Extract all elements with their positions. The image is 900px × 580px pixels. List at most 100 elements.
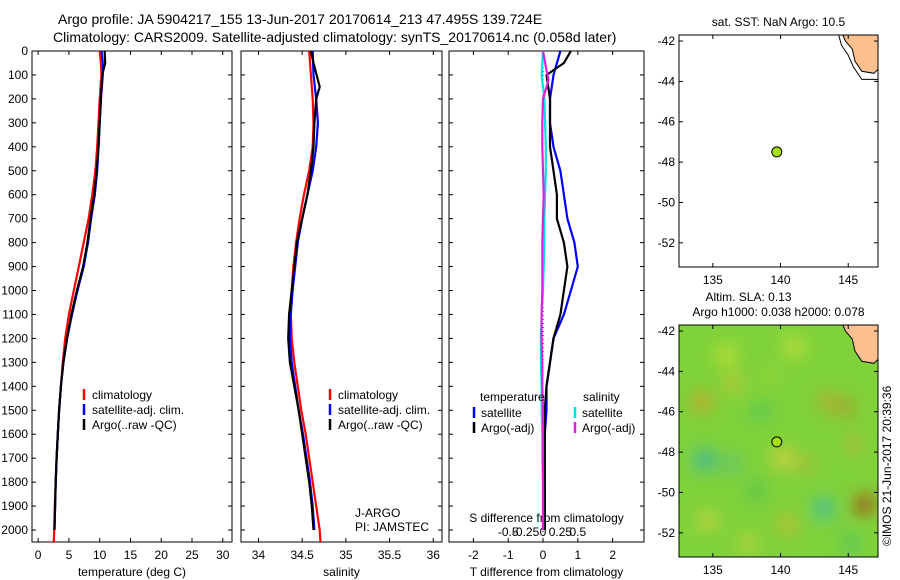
anomaly-blob	[820, 394, 835, 409]
lat-tick-label: -52	[658, 236, 676, 250]
sst-title: sat. SST: NaN Argo: 10.5	[712, 15, 846, 29]
legend-label: satellite-adj. clim.	[92, 403, 184, 417]
lon-tick-label: 145	[838, 273, 858, 287]
salinity-xlabel: salinity	[323, 565, 360, 579]
depth-tick-label: 400	[8, 140, 28, 154]
x-tick-label: 1	[574, 548, 581, 562]
s-tick-label: -0.25	[512, 525, 540, 539]
depth-tick-label: 1900	[1, 499, 28, 513]
anomaly-blob	[763, 369, 776, 382]
depth-tick-label: 700	[8, 212, 28, 226]
s-tick-label: 0.5	[569, 525, 586, 539]
coastline-contour	[838, 35, 878, 80]
anomaly-blob	[773, 448, 794, 469]
s-tick-label: 0.25	[549, 525, 573, 539]
legend-label: satellite-adj. clim.	[338, 403, 430, 417]
depth-tick-label: 800	[8, 236, 28, 250]
depth-tick-label: 100	[8, 68, 28, 82]
annotation-pi: PI: JAMSTEC	[355, 520, 429, 534]
depth-tick-label: 1700	[1, 451, 28, 465]
depth-tick-label: 900	[8, 260, 28, 274]
x-tick-label: 2	[609, 548, 616, 562]
anomaly-blob	[785, 338, 804, 357]
x-tick-label: -1	[503, 548, 514, 562]
lat-tick-label: -48	[658, 445, 676, 459]
x-tick-label: 34.5	[290, 548, 314, 562]
lat-tick-label: -50	[658, 485, 676, 499]
depth-tick-label: 1000	[1, 284, 28, 298]
difference-xlabel: T difference from climatology	[470, 565, 624, 579]
sla-map: -42 -44 -46 -48 -50 -52 135 140 145 Altim. SLA: 0…	[658, 290, 879, 577]
lat-tick-label: -44	[658, 364, 676, 378]
series-line-argo-raw-qc-	[53, 51, 107, 531]
series-line-argo-raw-qc-	[287, 51, 321, 531]
tasmania-land	[842, 325, 878, 364]
anomaly-blob	[798, 458, 811, 471]
anomaly-blob	[725, 458, 738, 471]
lat-tick-label: -46	[658, 405, 676, 419]
x-tick-label: 0	[540, 548, 547, 562]
legend-label: Argo(..raw -QC)	[338, 418, 423, 432]
anomaly-blob	[741, 535, 756, 550]
lat-tick-label: -48	[658, 155, 676, 169]
argo-float-marker	[771, 146, 783, 158]
x-tick-label: 0	[35, 548, 42, 562]
anomaly-blob	[694, 393, 711, 410]
s-tick-label: -0.5	[498, 525, 519, 539]
lat-tick-label: -42	[658, 34, 676, 48]
depth-tick-label: 1600	[1, 427, 28, 441]
anomaly-blob	[752, 403, 769, 420]
anomaly-blob	[726, 376, 741, 391]
depth-tick-label: 1100	[2, 307, 28, 321]
lat-tick-label: -52	[658, 526, 676, 540]
depth-tick-label: 300	[8, 116, 28, 130]
anomaly-blob	[858, 503, 869, 514]
depth-tick-label: 1400	[1, 379, 28, 393]
x-tick-label: -2	[468, 548, 479, 562]
figure-title: Argo profile: JA 5904217_155 13-Jun-2017…	[58, 11, 543, 27]
legend-label: climatology	[338, 388, 398, 402]
anomaly-blob	[747, 481, 766, 500]
lat-tick-label: -42	[658, 324, 676, 338]
x-tick-label: 20	[155, 548, 169, 562]
legend-label: satellite	[481, 406, 522, 420]
temperature-axes-frame	[31, 50, 233, 543]
anomaly-blob	[779, 516, 796, 533]
lon-tick-label: 145	[838, 563, 858, 577]
lon-tick-label: 140	[771, 563, 791, 577]
tasmania-land	[842, 35, 878, 74]
x-tick-label: 30	[216, 548, 230, 562]
anomaly-blob	[694, 450, 715, 471]
depth-tick-label: 0	[21, 44, 28, 58]
salinity-axes-frame	[240, 50, 443, 543]
annotation-program: J-ARGO	[355, 506, 400, 520]
salinity-panel: 34 34.5 35 35.5 36 salinity climatologysatelli…	[240, 50, 443, 579]
x-tick-label: 25	[185, 548, 199, 562]
s-tick-label: 0	[540, 525, 547, 539]
footer-copyright: ©IMOS 21-Jun-2017 20:39:36	[880, 385, 894, 546]
legend-label: Argo(..raw -QC)	[92, 418, 177, 432]
legend-label: climatology	[92, 388, 152, 402]
sla-title: Altim. SLA: 0.13	[705, 290, 791, 304]
x-tick-label: 36	[427, 548, 441, 562]
depth-tick-label: 1800	[1, 475, 28, 489]
difference-panel: -2 -1 0 1 2 T difference from climatology -0.5…	[448, 50, 645, 579]
depth-tick-label: 600	[8, 188, 28, 202]
lat-tick-label: -50	[658, 195, 676, 209]
sst-map: -42 -44 -46 -48 -50 -52 135 140 145 sat. SST: NaN…	[658, 15, 879, 287]
sla-anomalies	[694, 338, 874, 551]
anomaly-blob	[847, 438, 860, 451]
x-tick-label: 5	[66, 548, 73, 562]
anomaly-blob	[699, 512, 716, 529]
difference-axes-frame	[448, 50, 645, 543]
anomaly-blob	[839, 401, 852, 414]
temperature-xlabel: temperature (deg C)	[78, 565, 186, 579]
anomaly-blob	[814, 499, 833, 518]
depth-tick-label: 200	[8, 92, 28, 106]
x-tick-label: 34	[252, 548, 266, 562]
sla-subtitle: Argo h1000: 0.038 h2000: 0.078	[692, 305, 864, 319]
depth-tick-label: 1500	[1, 403, 28, 417]
lon-tick-label: 140	[771, 273, 791, 287]
x-tick-label: 15	[124, 548, 138, 562]
